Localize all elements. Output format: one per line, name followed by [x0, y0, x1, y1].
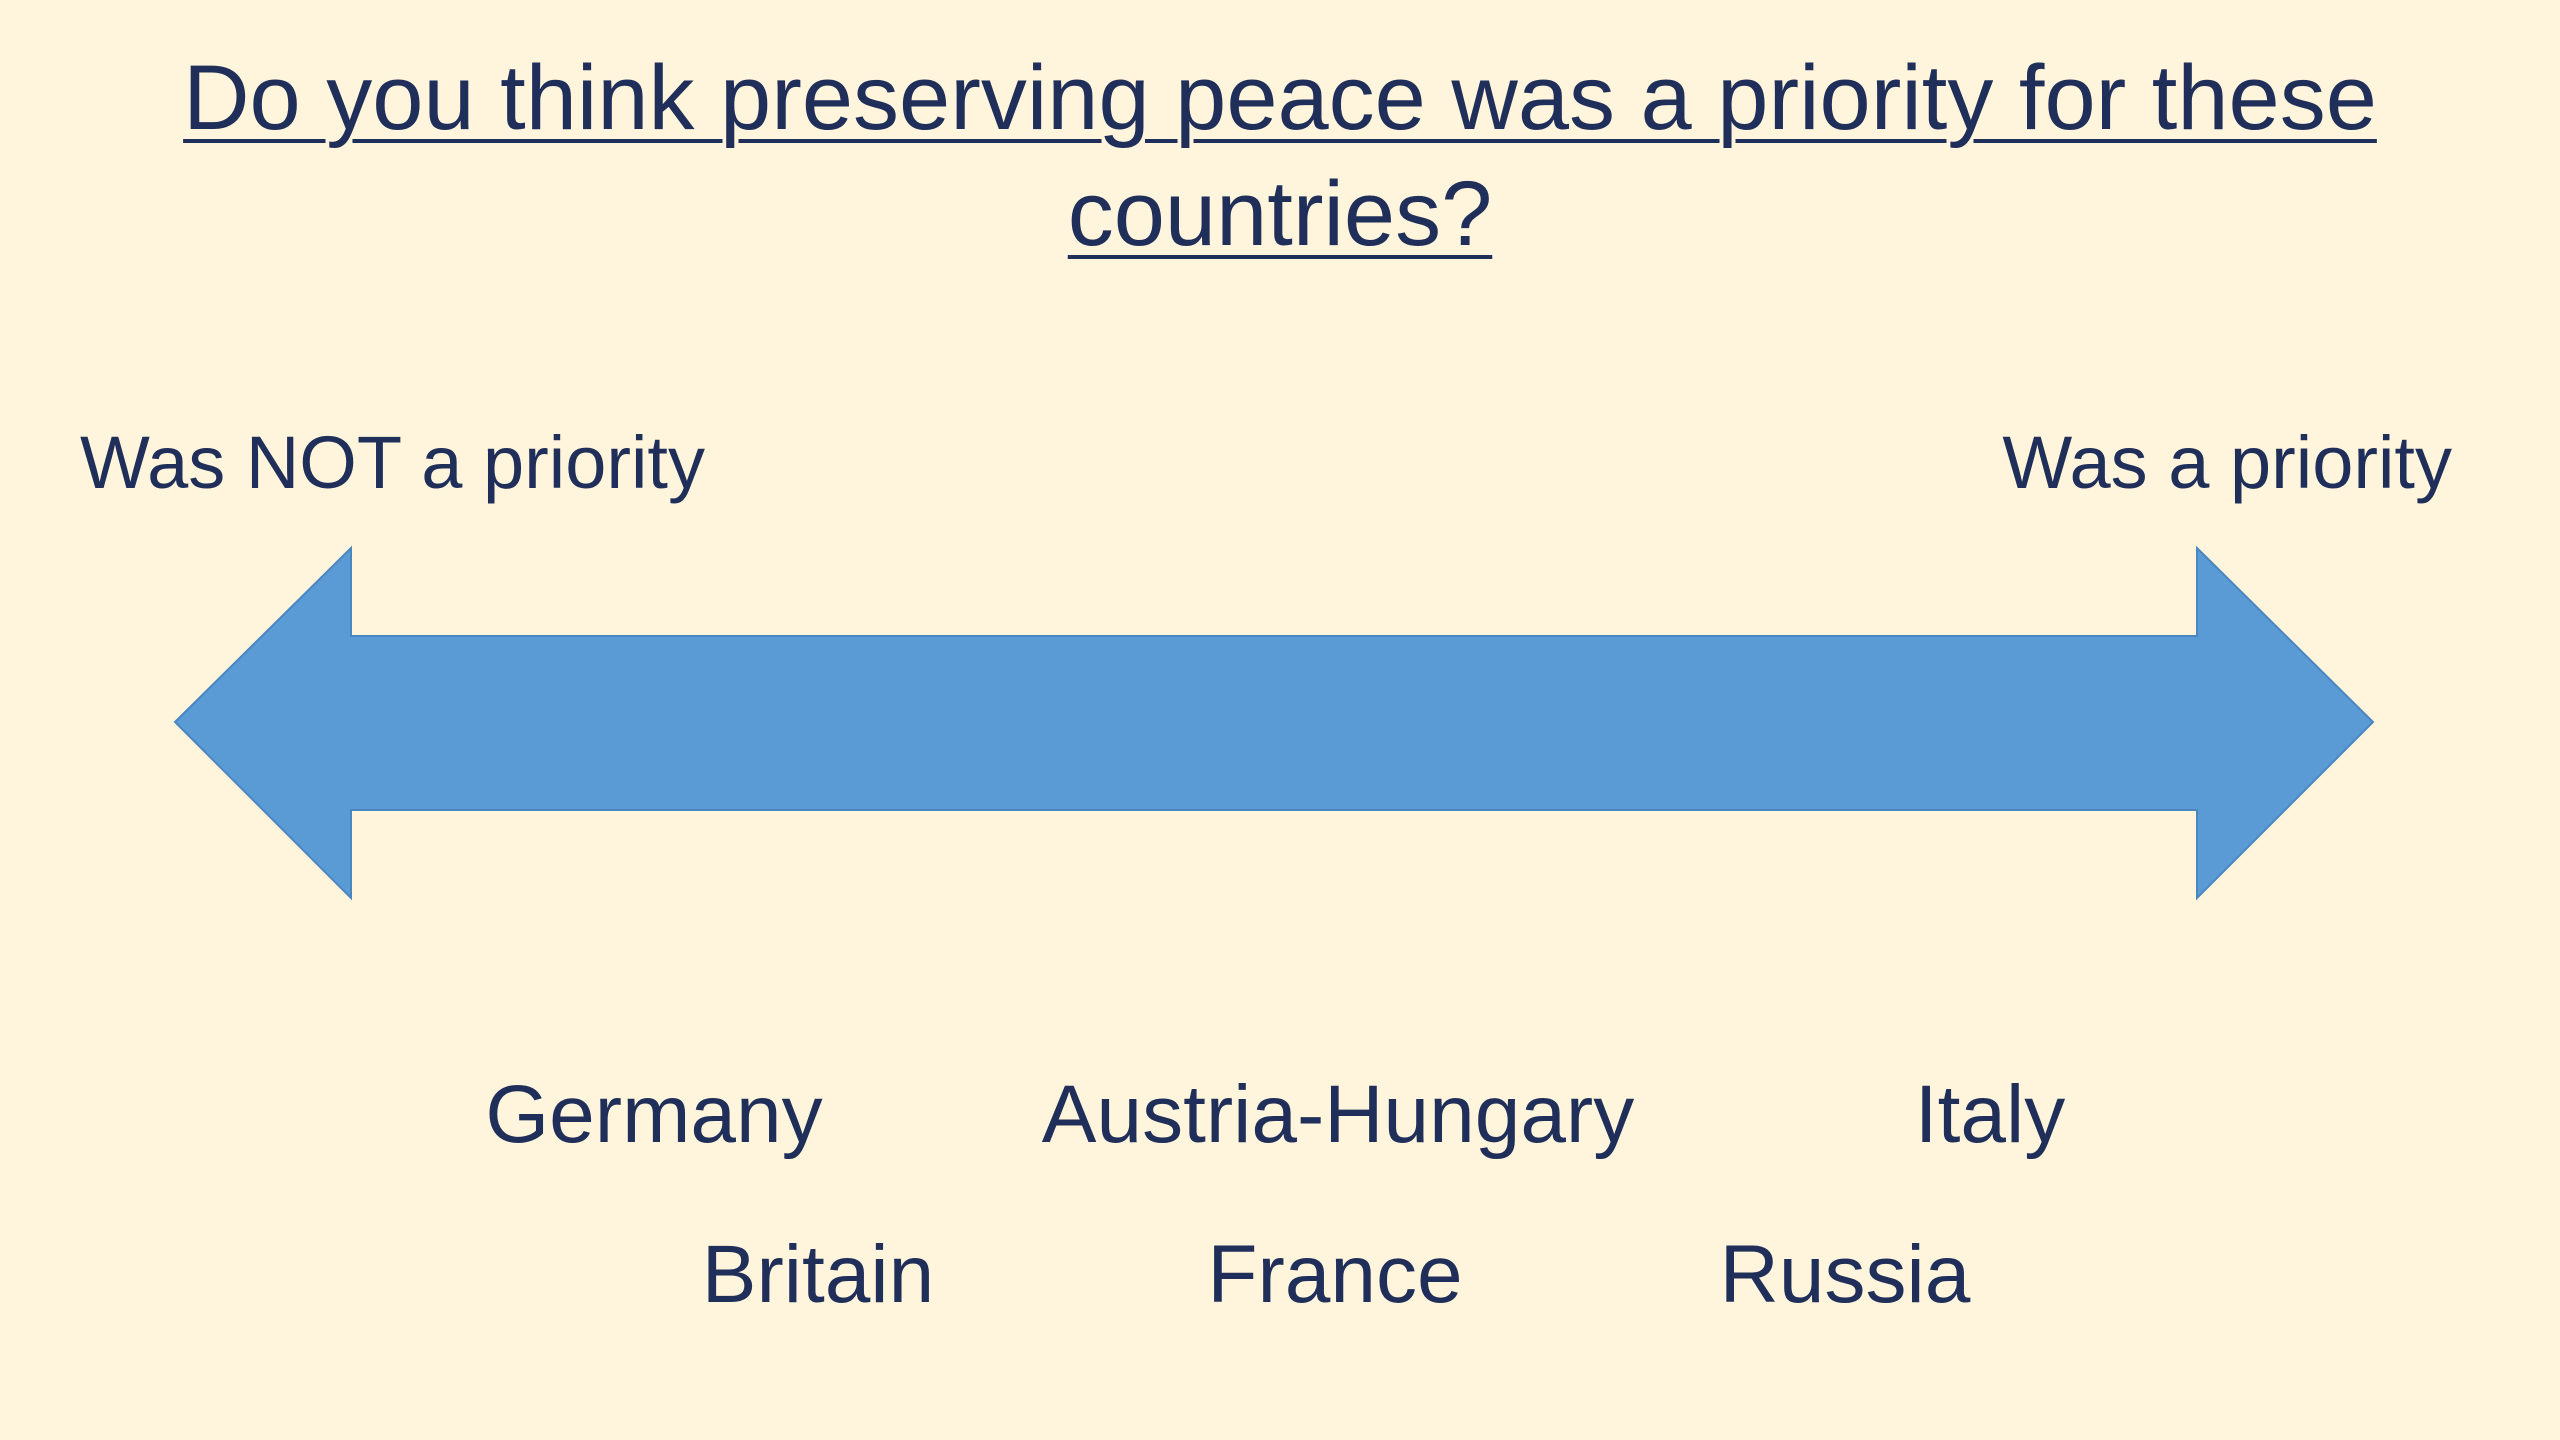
country-italy[interactable]: Italy [1914, 1069, 2066, 1160]
scale-left-label: Was NOT a priority [80, 421, 705, 504]
country-france[interactable]: France [1207, 1229, 1463, 1320]
country-britain[interactable]: Britain [701, 1229, 935, 1320]
arrow-shape [173, 545, 2375, 901]
country-russia[interactable]: Russia [1719, 1229, 1971, 1320]
country-germany[interactable]: Germany [485, 1069, 823, 1160]
scale-right-label: Was a priority [2002, 421, 2452, 504]
slide-title: Do you think preserving peace was a prio… [183, 47, 2377, 265]
country-austria-hungary[interactable]: Austria-Hungary [1041, 1069, 1635, 1160]
